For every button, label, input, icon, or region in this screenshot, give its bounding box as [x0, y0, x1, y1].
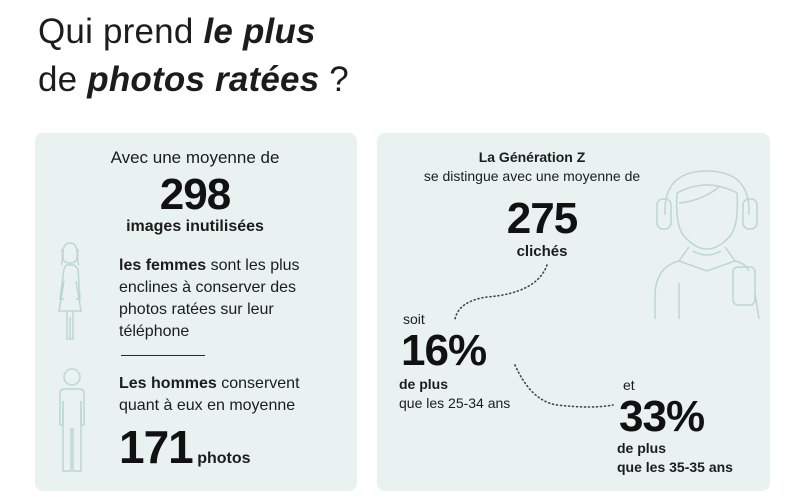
divider [121, 355, 205, 356]
men-average-number: 171 [119, 421, 194, 473]
pct-33-bold-1: de plus [617, 440, 667, 456]
generation-z-card: La Génération Z se distingue avec une mo… [377, 133, 770, 491]
generation-z-title: La Génération Z [478, 149, 586, 165]
title-text: de [38, 60, 88, 99]
teen-with-headphones-icon [654, 170, 760, 320]
title-line-2: de photos ratées ? [38, 60, 349, 99]
women-text: sont les plus enclines à conserver des p… [119, 257, 300, 340]
page-title: Qui prend le plus de photos ratées ? [38, 8, 349, 104]
men-average: 171 photos [119, 419, 349, 475]
dotted-connectors [454, 264, 614, 408]
et-label: et [623, 377, 635, 393]
pct-16-text: que les 25-34 ans [399, 395, 511, 411]
women-average-number: 298 [159, 170, 231, 219]
title-text: ? [319, 60, 349, 99]
men-description: Les hommes conservent quant à eux en moy… [119, 373, 329, 417]
woman-figure-icon [58, 242, 82, 340]
title-line-1: Qui prend le plus [38, 12, 316, 51]
women-bold: les femmes [119, 257, 207, 274]
title-emphasis: photos ratées [87, 60, 320, 99]
women-average-unit: images inutilisées [126, 218, 264, 235]
man-figure-icon [59, 368, 85, 472]
women-men-card: Avec une moyenne de 298 images inutilisé… [35, 133, 357, 491]
soit-label: soit [403, 311, 425, 327]
generation-z-number: 275 [506, 194, 578, 243]
men-bold: Les hommes [119, 375, 217, 392]
generation-z-unit: clichés [516, 243, 568, 260]
pct-33-value: 33% [619, 392, 705, 441]
pct-33-bold-2: que les 35-35 ans [617, 459, 733, 475]
pct-16-value: 16% [401, 326, 487, 375]
pct-16-bold: de plus [399, 376, 449, 392]
men-average-unit: photos [197, 450, 251, 467]
women-description: les femmes sont les plus enclines à cons… [119, 255, 319, 343]
title-text: Qui prend [38, 12, 204, 51]
generation-z-text: se distingue avec une moyenne de [423, 168, 641, 184]
intro-text: Avec une moyenne de [110, 148, 280, 167]
men-text: conservent quant à eux en moyenne [119, 375, 300, 414]
title-emphasis: le plus [203, 12, 316, 51]
